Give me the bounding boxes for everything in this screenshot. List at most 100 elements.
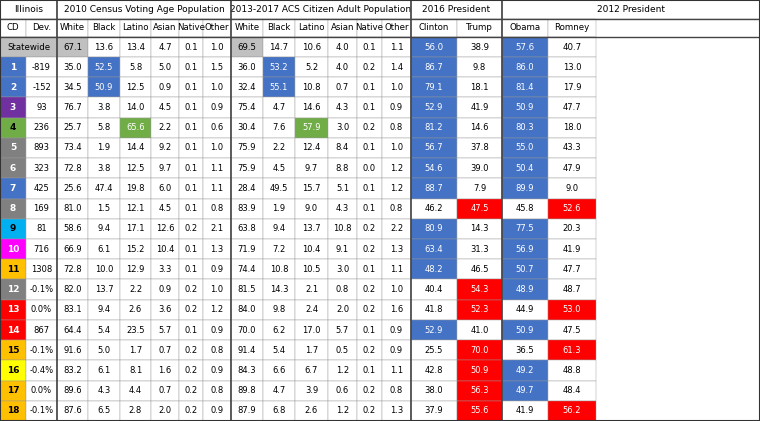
Text: 35.0: 35.0 [63,63,82,72]
Bar [548,77,596,97]
Text: 2.6: 2.6 [305,406,318,416]
Bar [357,158,382,179]
Bar [263,280,295,300]
Text: 5.1: 5.1 [336,184,349,193]
Text: 0.2: 0.2 [363,224,376,233]
Bar [57,158,88,179]
Text: 3.3: 3.3 [158,265,172,274]
Text: 56.9: 56.9 [516,245,534,253]
Bar [57,300,88,320]
Bar [382,97,411,117]
Bar [231,57,263,77]
Bar [120,199,151,219]
Text: 0.1: 0.1 [185,265,198,274]
Bar [263,259,295,280]
Text: 52.6: 52.6 [562,204,581,213]
Text: 0.1: 0.1 [363,83,376,92]
Text: 13: 13 [7,305,19,314]
Bar [411,320,457,340]
Bar [502,19,548,37]
Bar [26,381,57,401]
Bar [179,219,203,239]
Text: 9.7: 9.7 [158,164,172,173]
Text: 2.2: 2.2 [272,144,286,152]
Bar [411,381,457,401]
Text: 9.2: 9.2 [158,144,172,152]
Bar [203,320,231,340]
Bar [179,340,203,360]
Bar [151,117,179,138]
Bar [548,280,596,300]
Text: 49.5: 49.5 [270,184,288,193]
Bar [231,97,263,117]
Text: 87.6: 87.6 [63,406,82,416]
Bar [411,340,457,360]
Bar [328,300,357,320]
Text: 14.3: 14.3 [470,224,489,233]
Text: 73.4: 73.4 [63,144,82,152]
Bar [502,199,548,219]
Text: 5.0: 5.0 [97,346,110,355]
Bar [263,138,295,158]
Text: 0.9: 0.9 [158,285,172,294]
Bar [502,360,548,381]
Text: 88.7: 88.7 [425,184,443,193]
Bar [357,381,382,401]
Text: 867: 867 [33,325,49,335]
Bar [151,381,179,401]
Text: 52.5: 52.5 [95,63,113,72]
Bar [548,158,596,179]
Bar [0,97,26,117]
Text: Other: Other [385,24,409,32]
Bar [151,77,179,97]
Text: 11: 11 [7,265,19,274]
Bar [295,360,328,381]
Text: 0.2: 0.2 [185,366,198,375]
Bar [120,19,151,37]
Bar [0,77,26,97]
Bar [0,37,57,57]
Bar [26,19,57,37]
Text: 9.1: 9.1 [336,245,349,253]
Text: 6.6: 6.6 [272,366,286,375]
Bar [411,158,457,179]
Text: 0.1: 0.1 [363,265,376,274]
Bar [357,259,382,280]
Bar [411,259,457,280]
Bar [357,117,382,138]
Text: 0.9: 0.9 [211,265,223,274]
Bar [382,158,411,179]
Text: 1.5: 1.5 [211,63,223,72]
Text: 53.0: 53.0 [562,305,581,314]
Bar [382,320,411,340]
Text: 0.2: 0.2 [185,386,198,395]
Bar [231,300,263,320]
Text: 50.9: 50.9 [470,366,489,375]
Bar [263,219,295,239]
Text: 63.8: 63.8 [238,224,256,233]
Bar [57,0,231,19]
Bar [231,280,263,300]
Text: 44.9: 44.9 [516,305,534,314]
Text: 45.8: 45.8 [516,204,534,213]
Bar [457,57,502,77]
Bar [151,158,179,179]
Bar [179,259,203,280]
Text: 1.6: 1.6 [158,366,172,375]
Bar [120,37,151,57]
Bar [203,97,231,117]
Text: 0.0%: 0.0% [31,386,52,395]
Text: 83.9: 83.9 [238,204,256,213]
Bar [263,381,295,401]
Bar [88,219,120,239]
Bar [26,401,57,421]
Text: 42.8: 42.8 [425,366,443,375]
Bar [457,219,502,239]
Bar [263,300,295,320]
Text: 2012 President: 2012 President [597,5,665,14]
Text: 8.1: 8.1 [129,366,142,375]
Text: 6.7: 6.7 [305,366,318,375]
Text: 0.2: 0.2 [363,285,376,294]
Text: -819: -819 [32,63,51,72]
Bar [548,19,596,37]
